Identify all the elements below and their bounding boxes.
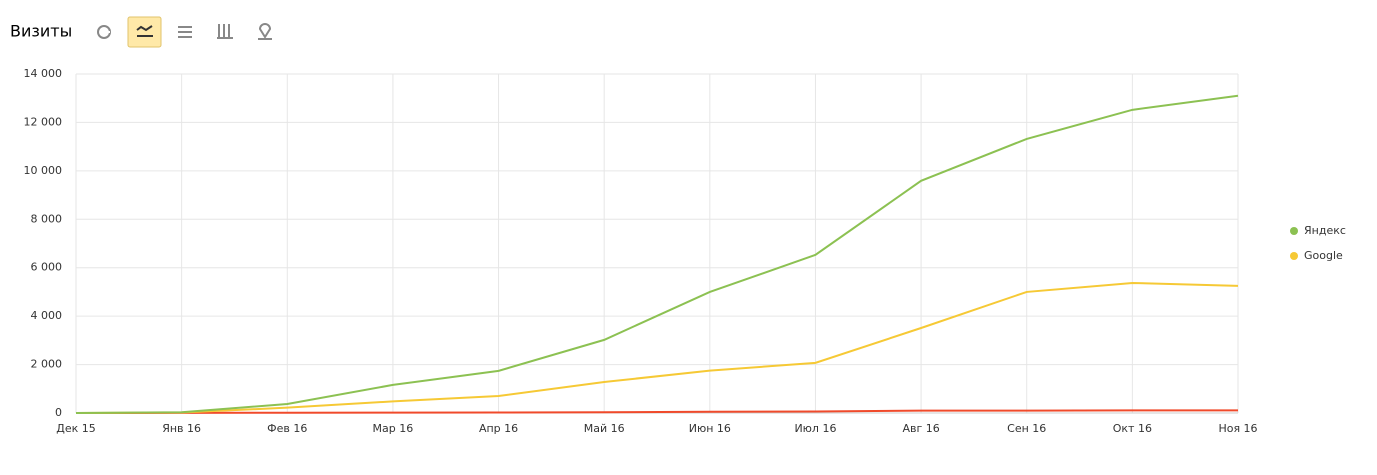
x-tick-label: Дек 15 [56,422,96,435]
line-view-button[interactable] [127,16,162,48]
pie-view-button[interactable] [97,25,111,39]
x-tick-label: Янв 16 [162,422,201,435]
x-tick-label: Июн 16 [689,422,731,435]
x-tick-label: Май 16 [584,422,625,435]
x-tick-label: Июл 16 [794,422,836,435]
y-tick-label: 6 000 [31,261,63,274]
x-tick-label: Авг 16 [902,422,939,435]
y-tick-label: 14 000 [24,67,63,80]
bar-view-button[interactable] [217,24,233,39]
line-view-icon [136,25,153,37]
y-tick-label: 8 000 [31,212,63,225]
y-tick-label: 12 000 [24,115,63,128]
y-tick-label: 4 000 [31,309,63,322]
chart-title: Визиты [10,22,72,41]
x-tick-label: Окт 16 [1113,422,1152,435]
y-tick-label: 2 000 [31,358,63,371]
x-tick-label: Сен 16 [1007,422,1046,435]
map-view-button[interactable] [258,23,272,40]
x-tick-label: Мар 16 [373,422,414,435]
legend-marker [1290,252,1298,260]
series-line [75,281,1239,414]
legend-label: Яндекс [1304,224,1346,237]
series-line [75,94,1239,414]
x-tick-label: Апр 16 [479,422,518,435]
legend-label: Google [1304,249,1343,262]
series-line [75,409,1238,414]
y-tick-label: 10 000 [24,164,63,177]
x-tick-label: Ноя 16 [1218,422,1257,435]
x-tick-label: Фев 16 [267,422,307,435]
area-view-button[interactable] [178,26,192,38]
legend-marker [1290,227,1298,235]
y-tick-label: 0 [55,406,62,419]
toolbar [97,16,272,48]
